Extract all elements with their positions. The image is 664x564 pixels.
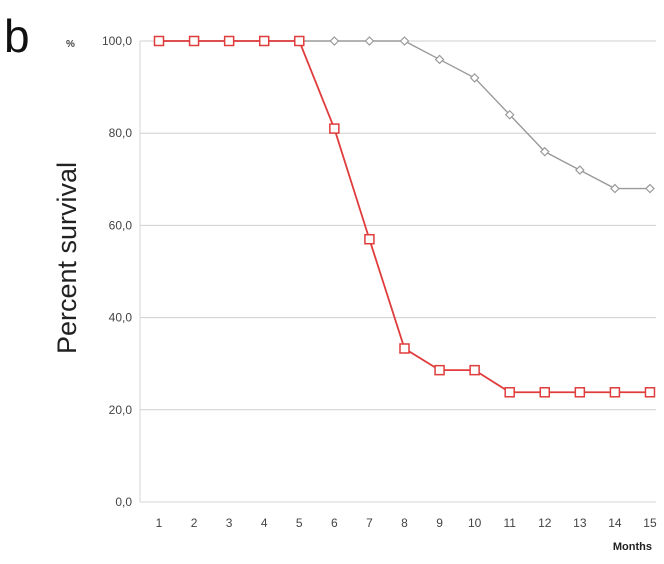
x-tick-label: 12 (538, 516, 552, 530)
data-point (504, 387, 515, 398)
data-point (574, 387, 586, 398)
data-point (364, 36, 375, 46)
data-point (610, 183, 620, 194)
data-point (469, 73, 480, 83)
data-point (434, 54, 445, 65)
y-tick-label: 100,0 (102, 34, 132, 48)
y-axis-label: Percent survival (52, 162, 82, 354)
y-tick-label: 80,0 (109, 126, 133, 140)
data-point (539, 146, 550, 157)
data-point (258, 35, 270, 47)
series-line (159, 40, 650, 394)
data-point (153, 35, 165, 47)
x-tick-labels: 1 2 3 4 5 6 7 8 9 10 11 12 13 14 15 (156, 516, 657, 530)
x-tick-label: 5 (296, 516, 303, 530)
gridlines (139, 40, 656, 503)
data-point (504, 109, 515, 120)
x-tick-label: 8 (401, 516, 408, 530)
series-line (159, 40, 650, 190)
data-point (539, 387, 551, 398)
y-unit-label: % (66, 39, 75, 50)
data-point (434, 364, 445, 376)
y-tick-label: 0,0 (115, 495, 132, 509)
series-2 (153, 35, 656, 398)
x-tick-label: 9 (436, 516, 443, 530)
data-point (399, 36, 410, 46)
data-point (644, 387, 656, 398)
data-point (645, 183, 655, 194)
x-tick-label: 4 (261, 516, 268, 530)
data-point (329, 36, 340, 46)
y-tick-labels: 0,0 20,0 40,0 60,0 80,0 100,0 (102, 34, 132, 509)
data-point (574, 165, 585, 175)
x-tick-label: 7 (366, 516, 373, 530)
x-tick-label: 3 (226, 516, 233, 530)
data-series (153, 35, 656, 398)
x-tick-label: 6 (331, 516, 338, 530)
y-tick-label: 60,0 (109, 218, 133, 232)
x-tick-label: 14 (608, 516, 622, 530)
series-1 (154, 36, 655, 194)
y-tick-label: 20,0 (109, 403, 133, 417)
x-tick-label: 15 (643, 516, 657, 530)
data-point (223, 35, 235, 47)
x-tick-label: 13 (573, 516, 587, 530)
data-point (329, 123, 340, 134)
data-point (188, 35, 200, 47)
x-tick-label: 2 (191, 516, 198, 530)
data-point (364, 233, 375, 245)
x-tick-label: 10 (468, 516, 482, 530)
data-point (609, 387, 621, 398)
x-tick-label: 1 (156, 516, 163, 530)
data-point (469, 364, 480, 376)
data-point (399, 343, 410, 354)
panel-letter: b (4, 10, 30, 62)
data-point (294, 35, 305, 47)
x-axis-label: Months (613, 541, 652, 553)
x-tick-label: 11 (503, 516, 516, 530)
y-tick-label: 40,0 (109, 311, 133, 325)
